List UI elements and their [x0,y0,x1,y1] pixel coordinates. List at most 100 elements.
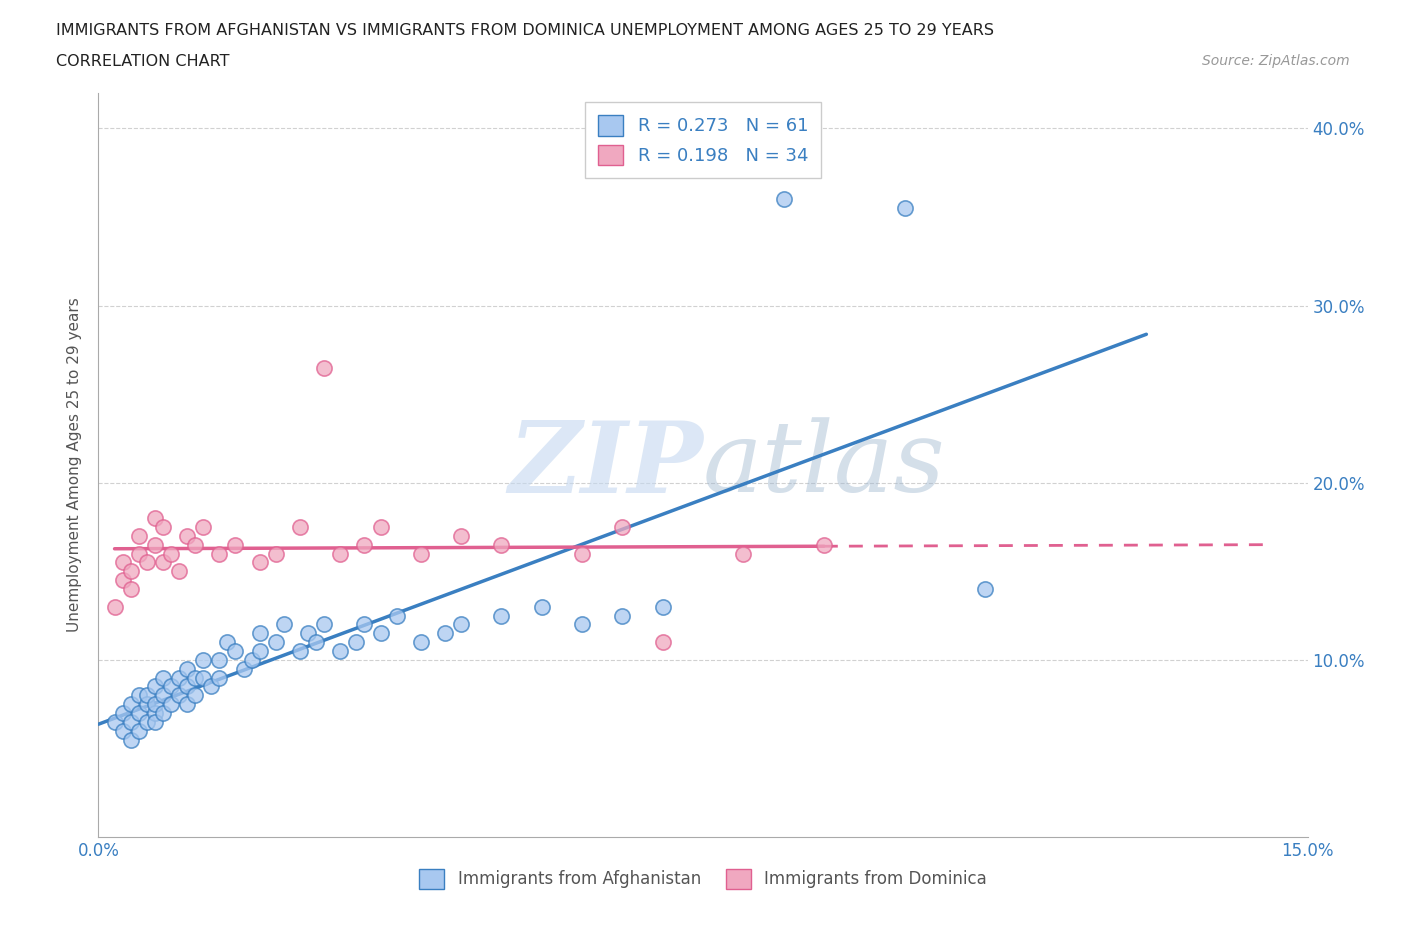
Point [208,671,231,685]
Point [314,360,336,375]
Point [224,644,246,658]
Point [571,546,593,561]
Point [143,697,166,711]
Point [329,644,352,658]
Point [491,538,513,552]
Point [224,538,246,552]
Point [273,617,295,631]
Point [120,564,142,578]
Point [385,608,408,623]
Point [128,688,150,703]
Y-axis label: Unemployment Among Ages 25 to 29 years: Unemployment Among Ages 25 to 29 years [67,298,83,632]
Point [184,688,207,703]
Legend: Immigrants from Afghanistan, Immigrants from Dominica: Immigrants from Afghanistan, Immigrants … [412,862,994,896]
Point [208,653,231,668]
Point [160,546,183,561]
Point [184,538,207,552]
Point [193,520,215,535]
Point [135,714,157,729]
Point [571,617,593,631]
Point [111,573,134,588]
Point [370,626,392,641]
Point [217,634,239,649]
Point [167,564,190,578]
Point [288,644,311,658]
Text: IMMIGRANTS FROM AFGHANISTAN VS IMMIGRANTS FROM DOMINICA UNEMPLOYMENT AMONG AGES : IMMIGRANTS FROM AFGHANISTAN VS IMMIGRANT… [56,23,994,38]
Point [353,617,375,631]
Point [651,634,673,649]
Point [651,599,673,614]
Point [353,538,375,552]
Point [530,599,553,614]
Point [249,644,271,658]
Point [409,546,432,561]
Point [135,697,157,711]
Point [103,599,125,614]
Point [450,528,472,543]
Point [167,671,190,685]
Point [813,538,835,552]
Point [128,724,150,738]
Point [167,688,190,703]
Point [612,520,634,535]
Point [288,520,311,535]
Point [143,538,166,552]
Point [491,608,513,623]
Point [193,653,215,668]
Point [612,608,634,623]
Point [344,634,367,649]
Point [135,688,157,703]
Point [974,581,997,596]
Point [176,679,198,694]
Point [128,528,150,543]
Point [893,201,915,216]
Point [249,555,271,570]
Point [733,546,755,561]
Point [184,671,207,685]
Point [103,714,125,729]
Point [111,706,134,721]
Point [143,706,166,721]
Point [329,546,352,561]
Point [120,697,142,711]
Point [152,520,174,535]
Point [208,546,231,561]
Point [143,511,166,525]
Point [434,626,457,641]
Point [160,697,183,711]
Point [111,555,134,570]
Text: atlas: atlas [703,418,946,512]
Point [240,653,263,668]
Point [200,679,222,694]
Point [249,626,271,641]
Point [772,192,794,206]
Point [120,714,142,729]
Point [193,671,215,685]
Point [176,697,198,711]
Point [264,634,287,649]
Point [120,732,142,747]
Point [152,671,174,685]
Point [450,617,472,631]
Point [160,679,183,694]
Point [120,581,142,596]
Point [128,546,150,561]
Point [370,520,392,535]
Point [135,555,157,570]
Point [176,661,198,676]
Point [232,661,254,676]
Text: CORRELATION CHART: CORRELATION CHART [56,54,229,69]
Point [305,634,328,649]
Point [297,626,319,641]
Text: Source: ZipAtlas.com: Source: ZipAtlas.com [1202,54,1350,68]
Point [152,706,174,721]
Point [264,546,287,561]
Point [409,634,432,649]
Point [152,555,174,570]
Point [152,688,174,703]
Point [111,724,134,738]
Text: ZIP: ZIP [508,417,703,513]
Point [314,617,336,631]
Point [176,528,198,543]
Point [128,706,150,721]
